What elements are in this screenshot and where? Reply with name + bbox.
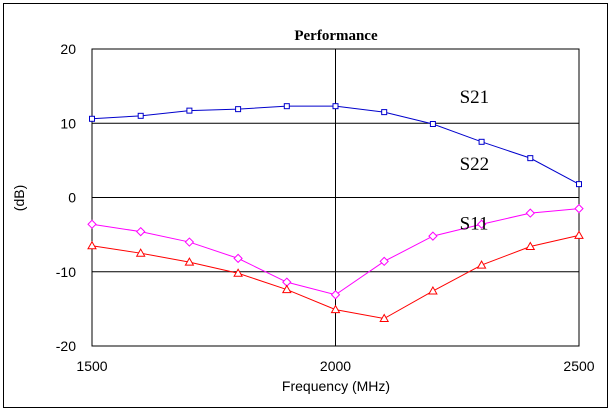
- data-point-s11: [330, 304, 341, 314]
- y-tick-label: 10: [60, 115, 76, 131]
- x-tick-label: 2500: [563, 358, 594, 374]
- data-point-s22: [330, 290, 341, 300]
- data-point-s11: [233, 268, 243, 277]
- y-tick-label: -10: [56, 264, 76, 280]
- data-point-s22: [87, 219, 97, 229]
- x-tick-label: 2000: [320, 358, 351, 374]
- data-point-s11: [135, 248, 146, 257]
- data-point-s22: [574, 203, 584, 214]
- data-point-s22: [233, 253, 243, 264]
- series-labels: S21 S22 S11: [460, 87, 490, 234]
- series-s22: [87, 203, 584, 300]
- data-point-s11: [476, 260, 487, 269]
- data-point-s21: [235, 106, 242, 113]
- plot-area: [91, 48, 580, 347]
- data-point-s21: [283, 103, 290, 110]
- x-tick-label: 1500: [76, 358, 107, 374]
- series-s21: [89, 103, 582, 188]
- data-point-s11: [428, 286, 438, 295]
- data-point-s21: [576, 181, 582, 188]
- data-point-s22: [379, 256, 389, 267]
- data-point-s11: [574, 230, 584, 239]
- data-point-s22: [184, 237, 195, 247]
- chart-frame: [3, 3, 608, 408]
- series-label-s11: S11: [460, 213, 489, 234]
- series-label-s22: S22: [460, 154, 490, 175]
- data-point-s21: [89, 115, 95, 122]
- data-point-s21: [332, 103, 339, 110]
- data-point-s11: [184, 257, 195, 266]
- y-tick-label: 0: [68, 190, 76, 206]
- data-point-s21: [478, 138, 485, 145]
- data-point-s21: [527, 155, 534, 162]
- data-point-s21: [186, 107, 193, 114]
- chart-title: Performance: [294, 28, 378, 44]
- grid: [92, 49, 579, 346]
- data-point-s21: [429, 120, 436, 127]
- data-point-s22: [428, 231, 438, 241]
- y-tick-label: 20: [60, 41, 76, 57]
- data-point-s22: [135, 226, 146, 237]
- data-point-s22: [476, 219, 487, 229]
- y-axis-label: (dB): [11, 185, 27, 211]
- data-point-s11: [281, 284, 292, 294]
- x-axis-label: Frequency (MHz): [282, 378, 390, 394]
- series-label-s21: S21: [460, 87, 490, 108]
- data-point-s11: [525, 241, 536, 251]
- data-point-s11: [379, 313, 390, 323]
- series-s11: [87, 230, 584, 323]
- series-layer: [87, 103, 584, 323]
- data-point-s22: [525, 208, 536, 218]
- data-point-s21: [381, 109, 388, 116]
- data-point-s11: [87, 240, 97, 250]
- data-point-s21: [137, 112, 144, 119]
- y-tick-label: -20: [56, 338, 76, 354]
